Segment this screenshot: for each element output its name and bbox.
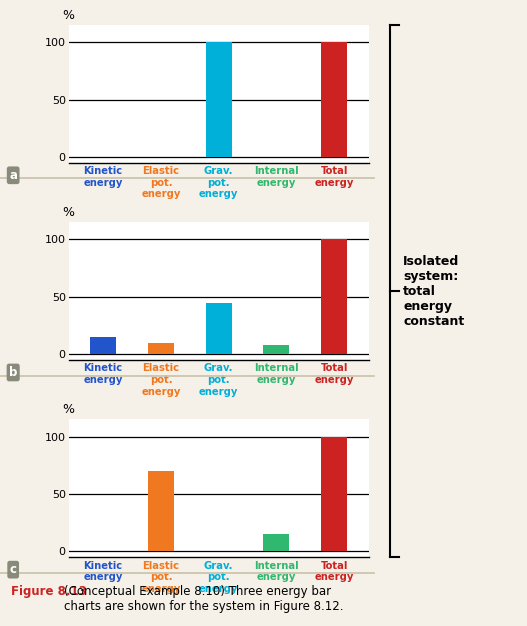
Text: Elastic
pot.
energy: Elastic pot. energy [141,561,181,594]
Text: a: a [9,169,17,182]
Text: Internal
energy: Internal energy [254,363,299,385]
Text: Elastic
pot.
energy: Elastic pot. energy [141,166,181,200]
Text: %: % [62,403,74,416]
Bar [148,342,174,354]
Text: c: c [9,563,17,576]
Text: Total
energy: Total energy [315,363,354,385]
Text: Grav.
pot.
energy: Grav. pot. energy [199,363,238,397]
Bar [206,302,232,354]
Bar [264,534,289,552]
Text: Isolated
system:
total
energy
constant: Isolated system: total energy constant [403,255,464,327]
Text: Internal
energy: Internal energy [254,561,299,582]
Bar [148,471,174,552]
Bar [264,345,289,354]
Text: Kinetic
energy: Kinetic energy [83,561,123,582]
Bar [206,43,232,157]
Text: Grav.
pot.
energy: Grav. pot. energy [199,561,238,594]
Text: Total
energy: Total energy [315,561,354,582]
Text: %: % [62,206,74,218]
Text: %: % [62,9,74,22]
Text: (Conceptual Example 8.10) Three energy bar
charts are shown for the system in Fi: (Conceptual Example 8.10) Three energy b… [64,585,344,613]
Bar [321,437,347,552]
Text: Elastic
pot.
energy: Elastic pot. energy [141,363,181,397]
Bar [90,337,116,354]
Text: b: b [9,366,17,379]
Text: Kinetic
energy: Kinetic energy [83,363,123,385]
Text: Kinetic
energy: Kinetic energy [83,166,123,188]
Text: Internal
energy: Internal energy [254,166,299,188]
Bar [321,239,347,354]
Text: Grav.
pot.
energy: Grav. pot. energy [199,166,238,200]
Text: Figure 8.13: Figure 8.13 [11,585,94,598]
Text: Total
energy: Total energy [315,166,354,188]
Bar [321,43,347,157]
